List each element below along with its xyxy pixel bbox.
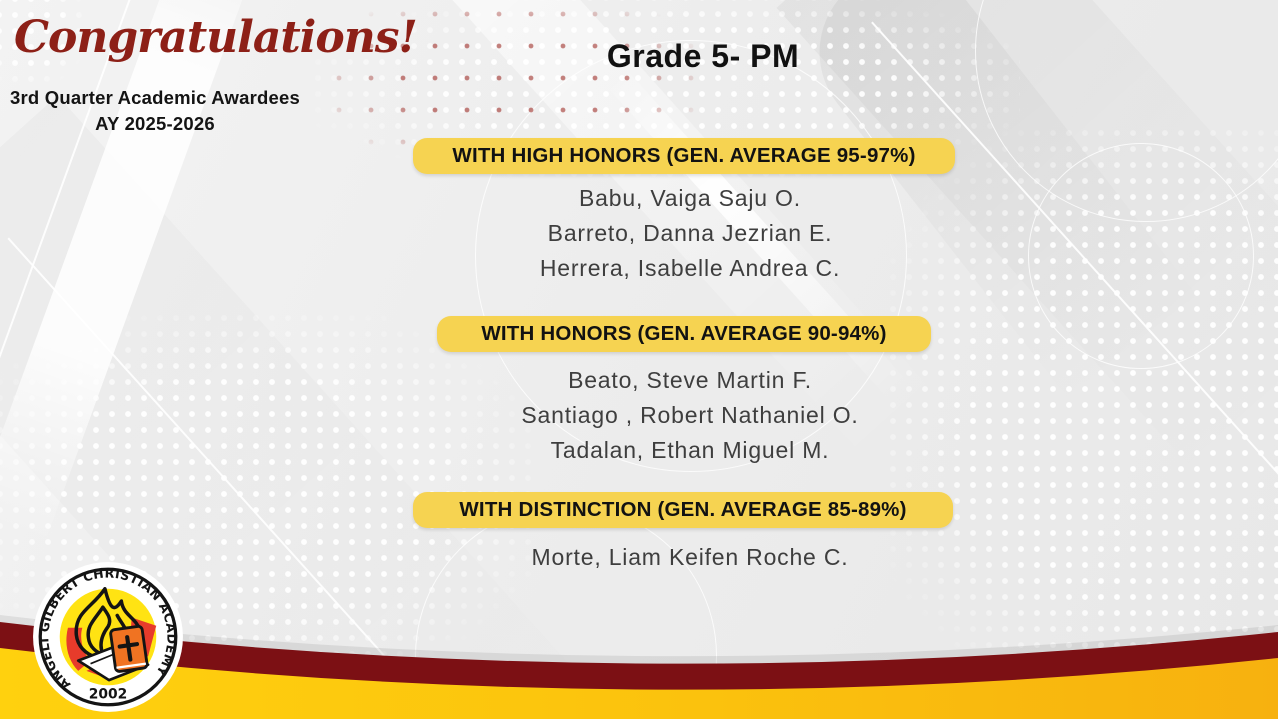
high-honors-name-list: Babu, Vaiga Saju O. Barreto, Danna Jezri…	[340, 181, 1040, 286]
logo-cross-icon	[117, 635, 140, 662]
grade-section-title: Grade 5- PM	[606, 38, 800, 74]
honors-badge: WITH HONORS (GEN. AVERAGE 90-94%)	[437, 316, 931, 352]
awardee-name: Morte, Liam Keifen Roche C.	[531, 544, 849, 570]
subtitle-line-quarter: 3rd Quarter Academic Awardees	[10, 87, 300, 108]
distinction-name-list: Morte, Liam Keifen Roche C.	[340, 540, 1040, 575]
honors-name-list: Beato, Steve Martin F. Santiago , Robert…	[340, 363, 1040, 468]
logo-year: 2002	[89, 687, 128, 703]
awardee-name: Santiago , Robert Nathaniel O.	[521, 402, 859, 428]
congratulations-script-title: Congratulations!	[14, 12, 418, 63]
high-honors-badge: WITH HIGH HONORS (GEN. AVERAGE 95-97%)	[413, 138, 955, 174]
halftone-dots-corner	[0, 0, 85, 85]
subtitle-line-year: AY 2025-2026	[95, 113, 215, 134]
awardee-name: Herrera, Isabelle Andrea C.	[539, 255, 841, 281]
awardee-name: Barreto, Danna Jezrian E.	[547, 220, 833, 246]
school-logo: ANGELI GILBERT CHRISTIAN ACADEMY 2002	[31, 560, 185, 714]
awardee-name: Babu, Vaiga Saju O.	[579, 185, 801, 211]
logo-bible-icon	[109, 624, 149, 673]
awardee-name: Beato, Steve Martin F.	[568, 367, 812, 393]
school-logo-emblem: ANGELI GILBERT CHRISTIAN ACADEMY 2002	[33, 562, 183, 712]
awardees-subtitle: 3rd Quarter Academic Awardees AY 2025-20…	[4, 85, 306, 137]
halftone-dots-right	[885, 125, 1278, 695]
logo-book-spine	[116, 662, 147, 669]
distinction-badge: WITH DISTINCTION (GEN. AVERAGE 85-89%)	[413, 492, 953, 528]
awardee-name: Tadalan, Ethan Miguel M.	[550, 437, 830, 463]
logo-page-line	[90, 653, 114, 665]
